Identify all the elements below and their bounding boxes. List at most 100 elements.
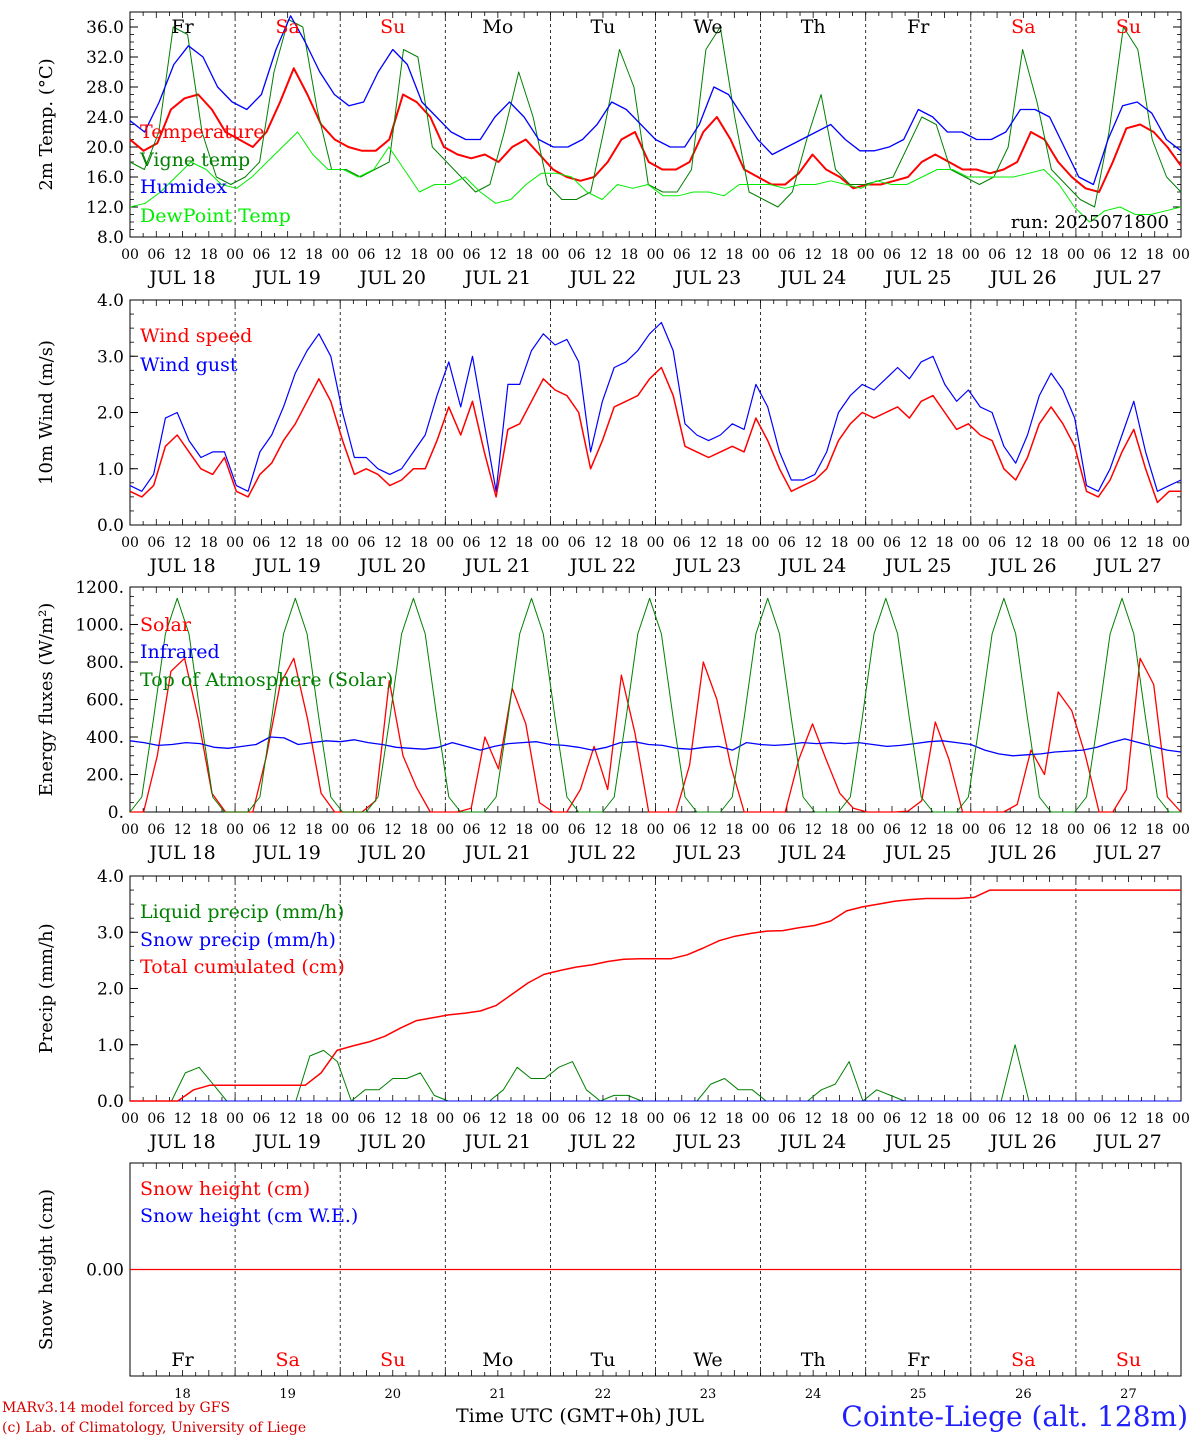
date-label: JUL 25 [883, 555, 951, 577]
day-number-label: 24 [805, 1387, 822, 1402]
hour-tick-label: 00 [857, 247, 875, 263]
hour-tick-label: 06 [252, 822, 270, 838]
series-line [129, 736, 1182, 757]
weekday-label: We [693, 1349, 722, 1371]
hour-tick-label: 06 [463, 535, 481, 551]
y-tick-label: 28.0 [86, 78, 124, 98]
hour-tick-label: 12 [1120, 247, 1138, 263]
hour-tick-label: 06 [568, 822, 586, 838]
hour-tick-label: 18 [410, 247, 428, 263]
hour-tick-label: 18 [725, 822, 743, 838]
hour-tick-label: 12 [909, 247, 927, 263]
y-tick-label: 0. [108, 803, 124, 823]
weekday-label: Tu [590, 1349, 615, 1371]
hour-tick-label: 12 [804, 822, 822, 838]
hour-tick-label: 18 [936, 1111, 954, 1127]
day-number-label: 26 [1015, 1387, 1032, 1402]
hour-tick-label: 00 [857, 535, 875, 551]
hour-tick-label: 18 [410, 535, 428, 551]
date-label: JUL 25 [883, 1131, 951, 1153]
hour-tick-label: 18 [831, 535, 849, 551]
hour-tick-label: 06 [673, 535, 691, 551]
hour-tick-label: 18 [936, 822, 954, 838]
hour-tick-label: 00 [121, 822, 139, 838]
hour-tick-label: 06 [673, 1111, 691, 1127]
day-number-label: 25 [910, 1387, 927, 1402]
hour-tick-label: 00 [962, 247, 980, 263]
weekday-label: Su [1116, 1349, 1141, 1371]
hour-tick-label: 00 [436, 822, 454, 838]
hour-tick-label: 12 [699, 1111, 717, 1127]
hour-tick-label: 12 [384, 247, 402, 263]
hour-tick-label: 12 [279, 822, 297, 838]
hour-tick-label: 12 [489, 822, 507, 838]
date-label: JUL 24 [778, 267, 846, 289]
y-tick-label: 600. [86, 691, 124, 711]
hour-tick-label: 12 [804, 1111, 822, 1127]
y-tick-label: 1.0 [97, 1036, 124, 1056]
weekday-label: Fr [171, 16, 194, 38]
hour-tick-label: 12 [489, 1111, 507, 1127]
date-label: JUL 20 [358, 1131, 426, 1153]
date-label: JUL 19 [252, 1131, 320, 1153]
hour-tick-label: 00 [226, 535, 244, 551]
date-label: JUL 22 [568, 1131, 636, 1153]
hour-tick-label: 06 [358, 822, 376, 838]
date-label: JUL 18 [147, 1131, 215, 1153]
hour-tick-label: 06 [883, 535, 901, 551]
date-label: JUL 27 [1093, 842, 1161, 864]
hour-tick-label: 18 [200, 247, 218, 263]
legend-entry: Temperature [140, 121, 264, 143]
y-tick-label: 800. [86, 653, 124, 673]
y-tick-label: 32.0 [86, 48, 124, 68]
hour-tick-label: 06 [252, 1111, 270, 1127]
hour-tick-label: 00 [436, 1111, 454, 1127]
date-label: JUL 26 [988, 555, 1056, 577]
date-label: JUL 23 [673, 842, 741, 864]
hour-tick-label: 12 [909, 1111, 927, 1127]
hour-tick-label: 06 [778, 535, 796, 551]
date-label: JUL 19 [252, 555, 320, 577]
weekday-label: Su [380, 1349, 405, 1371]
hour-tick-label: 06 [1093, 822, 1111, 838]
date-label: JUL 26 [988, 1131, 1056, 1153]
y-tick-label: 2.0 [97, 404, 124, 424]
hour-tick-label: 18 [1041, 535, 1059, 551]
date-label: JUL 23 [673, 267, 741, 289]
hour-tick-label: 12 [279, 535, 297, 551]
hour-tick-label: 06 [147, 822, 165, 838]
hour-tick-label: 06 [147, 247, 165, 263]
y-tick-label: 0.0 [97, 1092, 124, 1112]
hour-tick-label: 12 [384, 1111, 402, 1127]
hour-tick-label: 06 [252, 247, 270, 263]
legend-entry: Snow height (cm W.E.) [140, 1205, 358, 1227]
date-label: JUL 21 [463, 842, 531, 864]
weekday-label: Mo [482, 16, 513, 38]
hour-tick-label: 00 [331, 822, 349, 838]
date-label: JUL 25 [883, 267, 951, 289]
hour-tick-label: 06 [568, 535, 586, 551]
hour-tick-label: 18 [305, 247, 323, 263]
hour-tick-label: 06 [988, 1111, 1006, 1127]
day-number-label: 20 [384, 1387, 401, 1402]
hour-tick-label: 12 [594, 1111, 612, 1127]
hour-tick-label: 18 [305, 822, 323, 838]
y-axis-title: Precip (mm/h) [36, 923, 57, 1053]
legend-entry: Snow height (cm) [140, 1178, 310, 1200]
day-number-label: 23 [700, 1387, 717, 1402]
hour-tick-label: 00 [752, 1111, 770, 1127]
hour-tick-label: 12 [804, 535, 822, 551]
legend-entry: Snow precip (mm/h) [140, 929, 336, 951]
date-label: JUL 24 [778, 555, 846, 577]
hour-tick-label: 12 [174, 247, 192, 263]
hour-tick-label: 06 [988, 535, 1006, 551]
hour-tick-label: 12 [909, 535, 927, 551]
y-tick-label: 16.0 [86, 168, 124, 188]
weekday-label: Su [380, 16, 405, 38]
legend-entry: Top of Atmosphere (Solar) [140, 669, 393, 691]
hour-tick-label: 12 [1120, 1111, 1138, 1127]
hour-tick-label: 00 [331, 535, 349, 551]
panel-frame [129, 11, 1182, 238]
hour-tick-label: 12 [174, 535, 192, 551]
